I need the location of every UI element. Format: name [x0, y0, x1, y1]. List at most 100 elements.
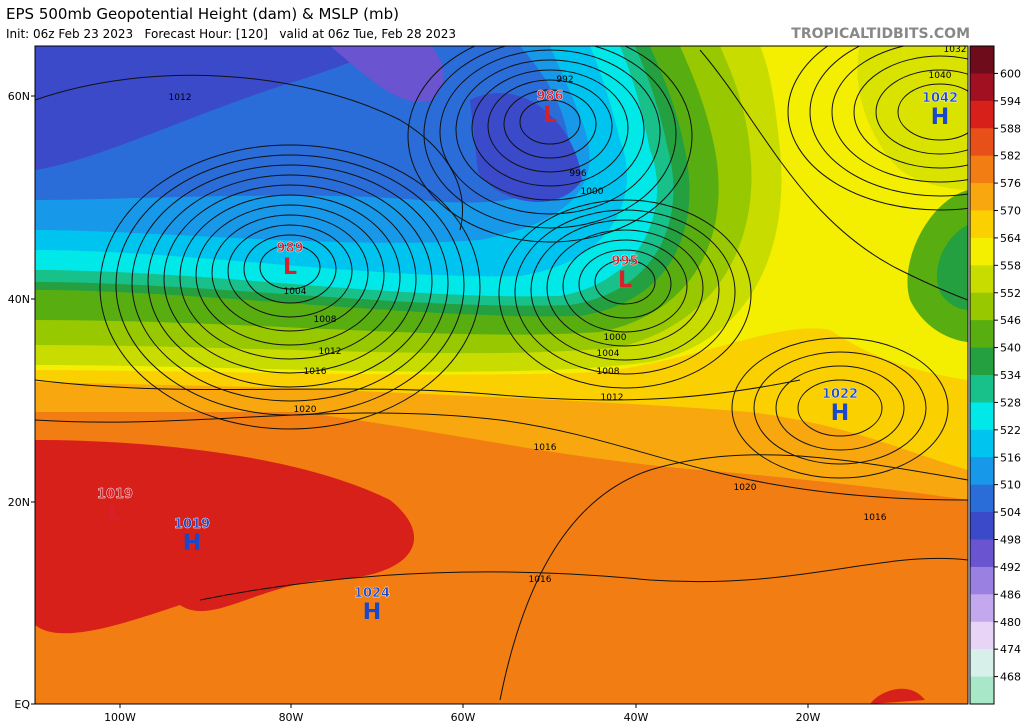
colorbar-swatch — [970, 621, 994, 650]
longitude-label: 60W — [451, 711, 476, 724]
isobar — [211, 214, 369, 332]
isobar — [875, 69, 968, 155]
longitude-label: 100W — [104, 711, 136, 724]
isobar-label: 1020 — [294, 405, 317, 415]
center-value: 1024 — [354, 586, 390, 601]
colorbar-swatch — [970, 155, 994, 184]
isobars — [35, 46, 968, 701]
colorbar-label: 516 — [1000, 451, 1021, 464]
colorbar-swatch — [970, 484, 994, 513]
map-frame — [34, 45, 969, 705]
center-value: 986 — [536, 89, 563, 104]
isobar — [259, 244, 321, 290]
isobar-label: 1032 — [944, 45, 967, 55]
longitude-label: 20W — [796, 711, 821, 724]
isobar-label: 1012 — [169, 93, 192, 103]
center-letter: L — [283, 255, 297, 280]
colorbar-swatch — [970, 265, 994, 294]
colorbar-label: 582 — [1000, 150, 1021, 163]
isobar — [753, 351, 927, 465]
center-value: 1019 — [174, 517, 210, 532]
isobar — [115, 154, 465, 416]
colorbar-swatch — [970, 566, 994, 595]
colorbar-label: 546 — [1000, 314, 1021, 327]
isobar — [195, 204, 385, 346]
isobar — [546, 229, 704, 347]
isobar — [775, 365, 905, 451]
colorbar-label: 534 — [1000, 369, 1021, 382]
isobar — [503, 89, 597, 159]
site-name: TROPICALTIDBITS.COM — [791, 26, 970, 42]
isobar-label: 1008 — [314, 315, 337, 325]
isobar-label: 1012 — [319, 347, 342, 357]
colorbar-swatch — [970, 100, 994, 129]
isobar-label: 1000 — [581, 187, 604, 197]
center-letter: H — [183, 531, 201, 556]
isobar — [897, 83, 968, 141]
isobar-label: 1008 — [597, 367, 620, 377]
isobar — [562, 239, 688, 333]
colorbar-swatch — [970, 539, 994, 568]
isobar-label: 1004 — [597, 349, 620, 359]
colorbar-label: 468 — [1000, 671, 1021, 684]
center-value: 995 — [611, 254, 638, 269]
center-letter: L — [108, 501, 122, 526]
isobar-label: 1016 — [529, 575, 552, 585]
isobar-label: 1040 — [929, 71, 952, 81]
latitude-label: EQ — [14, 698, 30, 711]
colorbar-label: 498 — [1000, 534, 1021, 547]
colorbar: 600 594 588 582 576 570 564 558 552 546 540 534 528 5… — [969, 45, 1021, 705]
map-title: EPS 500mb Geopotential Height (dam) & MS… — [6, 5, 399, 23]
isobar — [594, 259, 656, 305]
colorbar-label: 594 — [1000, 95, 1021, 108]
colorbar-swatch — [970, 46, 994, 74]
colorbar-swatch — [970, 292, 994, 321]
colorbar-swatch — [970, 210, 994, 239]
isobar-label: 1016 — [534, 443, 557, 453]
isobar — [471, 69, 629, 187]
colorbar-label: 558 — [1000, 259, 1021, 272]
center-value: 1019 — [97, 487, 133, 502]
isobar — [179, 194, 401, 360]
center-letter: H — [363, 600, 381, 625]
isobar — [439, 49, 661, 215]
colorbar-swatch — [970, 429, 994, 458]
isobar — [519, 99, 581, 145]
isobar — [487, 79, 613, 173]
isobar-label: 1016 — [864, 513, 887, 523]
colorbar-swatch — [970, 183, 994, 211]
center-value: 1042 — [922, 91, 958, 106]
isobar — [498, 199, 752, 389]
longitude-label: 40W — [624, 711, 649, 724]
colorbar-swatch — [970, 73, 994, 102]
center-letter: L — [618, 268, 632, 293]
colorbar-label: 552 — [1000, 287, 1021, 300]
colorbar-label: 474 — [1000, 643, 1021, 656]
isobar — [423, 46, 677, 229]
center-value: 989 — [276, 241, 303, 256]
colorbar-swatch — [970, 128, 994, 157]
isobar-label: 1000 — [604, 333, 627, 343]
colorbar-label: 600 — [1000, 67, 1021, 80]
colorbar-label: 588 — [1000, 122, 1021, 135]
isobar-label: 1016 — [304, 367, 327, 377]
colorbar-swatch — [970, 649, 994, 678]
isobar — [809, 46, 968, 197]
center-letter: H — [831, 401, 849, 426]
isobar-label: 996 — [569, 169, 586, 179]
isobar — [514, 209, 736, 375]
longitude-label: 80W — [279, 711, 304, 724]
center-letter: L — [543, 103, 557, 128]
colorbar-label: 522 — [1000, 424, 1021, 437]
isobar-label: 1004 — [284, 287, 307, 297]
colorbar-label: 504 — [1000, 506, 1021, 519]
colorbar-swatch — [970, 594, 994, 623]
isobar — [853, 55, 968, 169]
latitude-label: 20N — [8, 496, 30, 509]
isobar — [147, 174, 433, 388]
isobar — [731, 337, 949, 479]
colorbar-label: 540 — [1000, 342, 1021, 355]
colorbar-label: 576 — [1000, 177, 1021, 190]
colorbar-swatch — [970, 457, 994, 486]
